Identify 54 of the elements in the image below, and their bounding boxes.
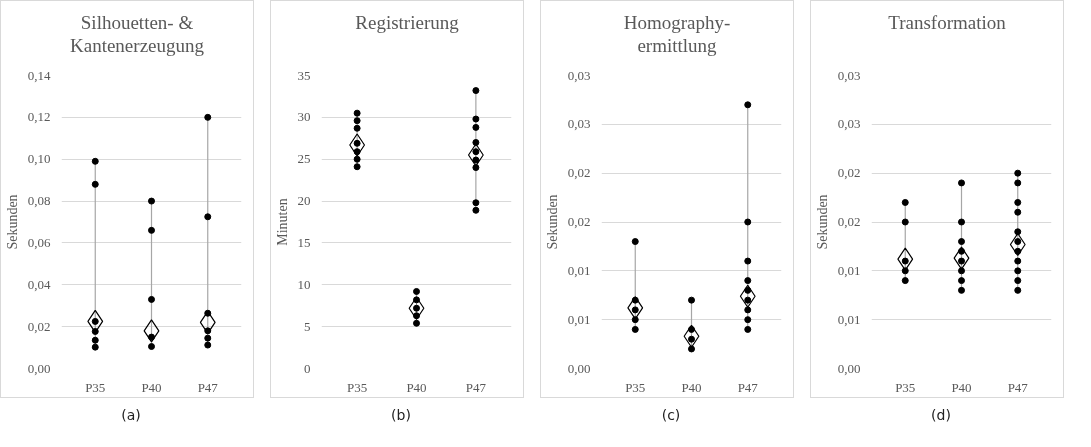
x-tick-label: P47 (1007, 379, 1029, 395)
y-tick-label: 0,01 (567, 262, 591, 278)
y-tick-label: 0,01 (837, 262, 861, 278)
x-tick-label: P40 (681, 379, 702, 395)
text: (b) (391, 406, 411, 425)
x-tick-label: P35 (625, 379, 646, 395)
x-tick-label: P35 (895, 379, 916, 395)
y-tick-label: 0,00 (567, 360, 591, 376)
y-axis-title: Sekunden (814, 194, 830, 250)
x-tick-label: P40 (951, 379, 972, 395)
chart-title: Homography- ermittlung (622, 12, 732, 58)
text: (a) (121, 406, 141, 425)
y-tick-label: 0,02 (837, 165, 861, 181)
x-tick-label: P47 (737, 379, 759, 395)
y-tick-label: 25 (297, 151, 311, 167)
y-tick-label: 10 (297, 276, 311, 292)
y-tick-label: 5 (304, 318, 311, 334)
y-tick-label: 0,04 (27, 276, 51, 292)
y-tick-label: 0,00 (27, 360, 51, 376)
y-tick-label: 0,00 (837, 360, 861, 376)
y-tick-label: 30 (297, 109, 311, 125)
y-tick-label: 0,02 (567, 214, 591, 229)
y-tick-label: 0,14 (27, 67, 51, 83)
y-tick-label: 0,10 (27, 151, 51, 167)
y-tick-label: 35 (297, 67, 311, 83)
y-tick-label: 0,06 (27, 234, 51, 250)
x-tick-label: P47 (197, 379, 219, 395)
x-tick-label: P35 (347, 379, 368, 395)
y-axis-title: Sekunden (544, 194, 560, 250)
y-tick-label: 0,03 (567, 116, 591, 132)
y-tick-label: 0,01 (567, 311, 591, 327)
y-tick-label: 0,08 (27, 193, 51, 209)
text: (c) (661, 406, 681, 425)
text: (d) (931, 406, 951, 425)
y-tick-label: 0,02 (567, 165, 591, 181)
y-tick-label: 0,03 (837, 67, 861, 83)
x-tick-label: P40 (141, 379, 162, 395)
chart-title: Silhouetten- & Kantenerzeugung (69, 12, 205, 58)
y-tick-label: 0,02 (837, 214, 861, 229)
y-axis-title: Minuten (274, 198, 290, 246)
y-tick-label: 0,12 (27, 109, 51, 125)
y-tick-label: 0 (304, 360, 311, 376)
y-tick-label: 15 (297, 234, 311, 250)
y-axis-title: Sekunden (4, 194, 20, 250)
x-tick-label: P47 (465, 379, 487, 395)
y-tick-label: 0,01 (837, 311, 861, 327)
chart-title: Registrierung (355, 12, 459, 35)
y-tick-label: 0,03 (837, 116, 861, 132)
y-tick-label: 0,02 (27, 318, 51, 334)
y-tick-label: 20 (297, 193, 311, 209)
x-tick-label: P35 (85, 379, 106, 395)
y-tick-label: 0,03 (567, 67, 591, 83)
x-tick-label: P40 (406, 379, 427, 395)
chart-title: Transformation (888, 12, 1006, 35)
